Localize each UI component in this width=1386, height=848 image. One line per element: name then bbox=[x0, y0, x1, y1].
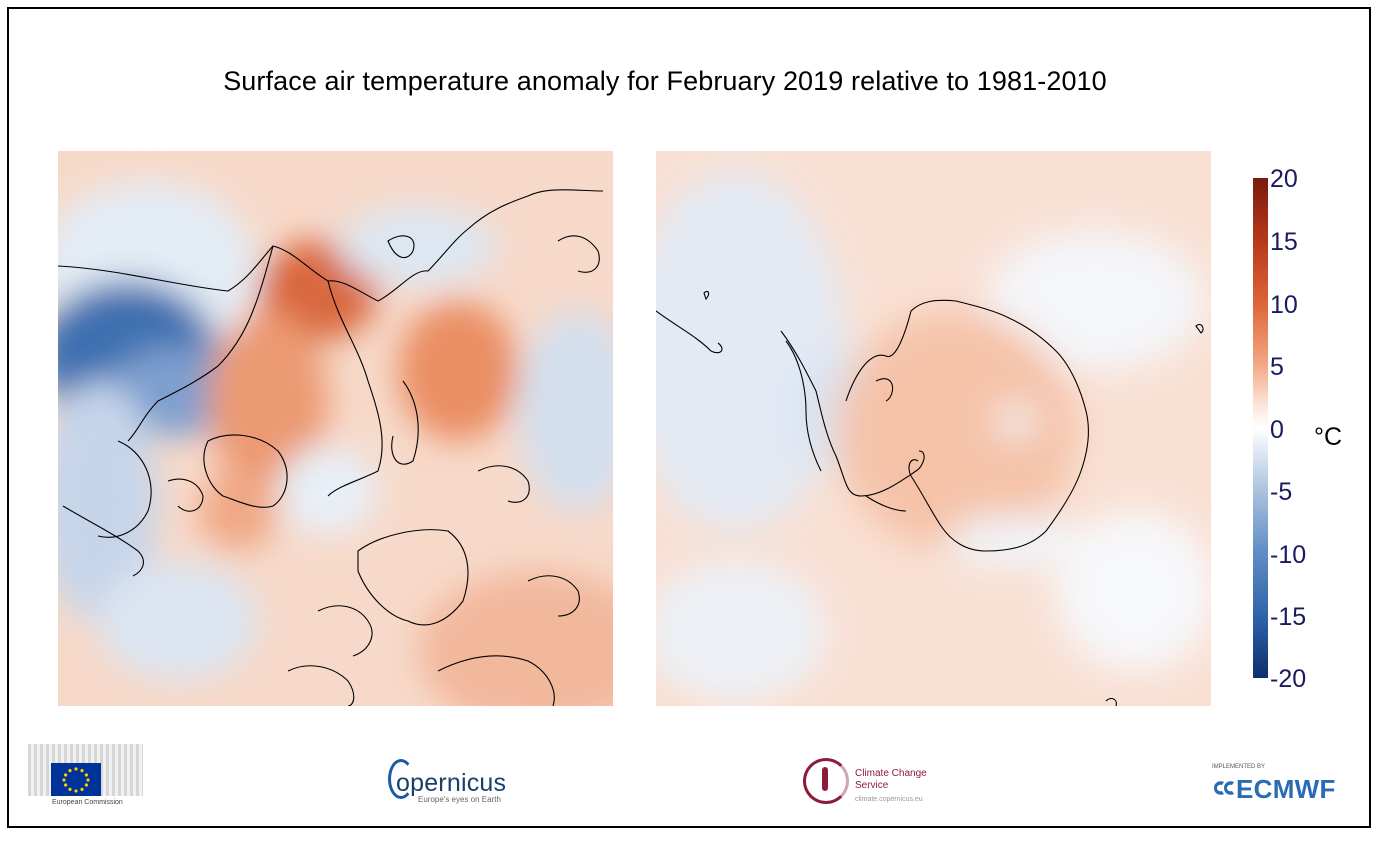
neutral-anomaly-ne bbox=[986, 231, 1206, 371]
warm-anomaly-antarctica bbox=[836, 311, 1076, 551]
cool-anomaly-coast bbox=[946, 516, 1086, 566]
cool-spot bbox=[996, 405, 1036, 437]
warm-anomaly-se bbox=[418, 571, 613, 706]
cool-anomaly-sw bbox=[656, 561, 826, 701]
cool-anomaly-west bbox=[58, 381, 158, 621]
warm-anomaly-arctic bbox=[258, 241, 378, 341]
colorbar-tick: -20 bbox=[1270, 665, 1307, 693]
climate-change-service-logo: Climate Change Service climate.copernicu… bbox=[803, 758, 953, 810]
northern-hemisphere-map bbox=[58, 151, 613, 706]
eu-logo-text: European Commission bbox=[52, 799, 123, 806]
cool-anomaly-ne bbox=[518, 311, 613, 511]
cool-anomaly-north bbox=[338, 206, 498, 286]
copernicus-c-icon bbox=[388, 759, 414, 799]
thermometer-icon bbox=[822, 767, 828, 791]
c3s-name: Climate Change Service bbox=[855, 768, 927, 791]
colorbar-tick: 10 bbox=[1270, 291, 1298, 319]
colorbar bbox=[1253, 178, 1268, 678]
ecmwf-name: ECMWF bbox=[1236, 774, 1336, 804]
south-map-svg bbox=[656, 151, 1211, 706]
colorbar-tick: -10 bbox=[1270, 541, 1307, 569]
colorbar-tick: -5 bbox=[1270, 478, 1293, 506]
southern-hemisphere-map bbox=[656, 151, 1211, 706]
c3s-ring-icon bbox=[803, 758, 849, 804]
warm-anomaly bbox=[208, 311, 328, 491]
north-map-svg bbox=[58, 151, 613, 706]
copernicus-name: opernicus bbox=[396, 769, 507, 797]
map-title: Surface air temperature anomaly for Febr… bbox=[223, 66, 1107, 96]
copernicus-tagline: Europe's eyes on Earth bbox=[418, 795, 501, 804]
cool-anomaly-center bbox=[278, 446, 378, 536]
european-commission-logo: European Commission bbox=[28, 744, 143, 824]
north-coastlines bbox=[58, 189, 604, 706]
colorbar-unit: °C bbox=[1314, 423, 1343, 451]
south-coastlines bbox=[656, 290, 1204, 706]
warm-anomaly-east bbox=[398, 301, 518, 441]
ecmwf-logo: IMPLEMENTED BY ECMWF bbox=[1208, 764, 1358, 804]
eu-flag-icon bbox=[51, 763, 101, 796]
c3s-url: climate.copernicus.eu bbox=[855, 796, 923, 803]
ecmwf-implemented-by: IMPLEMENTED BY bbox=[1212, 764, 1266, 770]
cool-anomaly-sw bbox=[98, 561, 258, 681]
warm-anomaly-sw bbox=[198, 471, 278, 551]
colorbar-tick: -15 bbox=[1270, 603, 1307, 631]
copernicus-logo: opernicus Europe's eyes on Earth bbox=[388, 757, 528, 807]
colorbar-tick: 5 bbox=[1270, 353, 1284, 381]
colorbar-tick: 15 bbox=[1270, 228, 1298, 256]
ecmwf-mark-icon bbox=[1214, 781, 1234, 795]
colorbar-tick: 20 bbox=[1270, 165, 1298, 193]
colorbar-tick: 0 bbox=[1270, 416, 1284, 444]
neutral-anomaly-se bbox=[1056, 511, 1211, 671]
